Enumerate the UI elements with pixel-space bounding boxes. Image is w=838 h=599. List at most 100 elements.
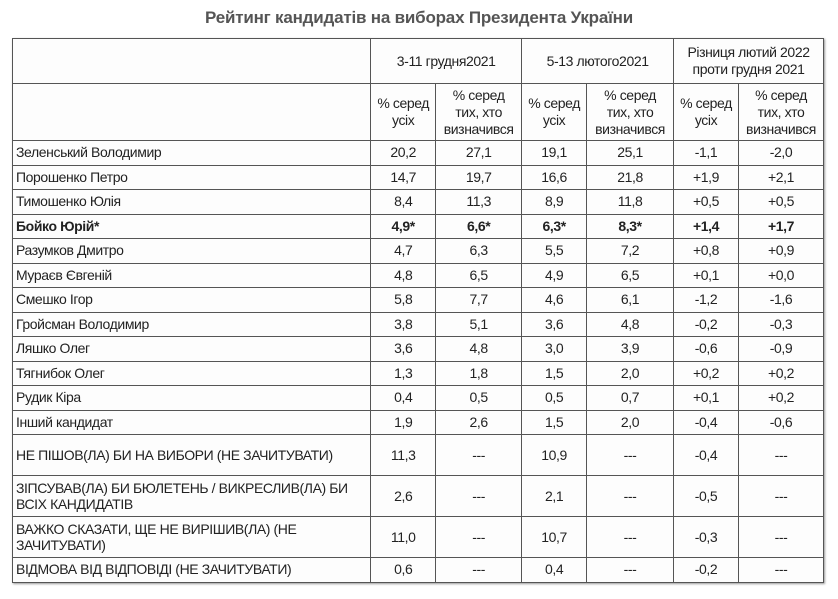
- value-cell: -0,3: [737, 311, 825, 337]
- value-cell: -0,4: [673, 434, 739, 476]
- candidate-name: Бойко Юрій*: [11, 213, 372, 239]
- candidate-name: Гройсман Володимир: [11, 311, 372, 337]
- candidate-name: Ляшко Олег: [11, 336, 372, 362]
- value-cell: 27,1: [435, 140, 523, 166]
- table-row: ВІДМОВА ВІД ВІДПОВІДІ (НЕ ЗАЧИТУВАТИ) 0,6…: [11, 557, 825, 583]
- value-cell: 6,3*: [521, 213, 588, 239]
- value-cell: 2,6: [370, 475, 437, 517]
- value-cell: 5,1: [435, 311, 523, 337]
- candidate-name: Інший кандидат: [11, 409, 372, 435]
- value-cell: -1,1: [673, 140, 739, 166]
- value-cell: 3,6: [521, 311, 588, 337]
- page-title: Рейтинг кандидатів на виборах Президента…: [204, 8, 633, 27]
- table-row: Смешко Ігор 5,8 7,7 4,6 6,1 -1,2 -1,6: [11, 287, 825, 313]
- value-cell: 0,4: [521, 557, 588, 583]
- header-sub: % серед тих, хто визначився: [586, 83, 675, 141]
- candidate-name: Тимошенко Юлія: [11, 189, 372, 215]
- value-cell: 4,8: [370, 262, 437, 288]
- value-cell: ---: [435, 475, 523, 517]
- value-cell: 4,7: [370, 238, 437, 264]
- value-cell: -0,4: [673, 409, 739, 435]
- value-cell: 25,1: [586, 140, 675, 166]
- value-cell: +0,2: [737, 385, 825, 411]
- value-cell: +0,8: [673, 238, 739, 264]
- value-cell: +0,9: [737, 238, 825, 264]
- value-cell: 0,7: [586, 385, 675, 411]
- value-cell: 21,8: [586, 164, 675, 190]
- value-cell: 3,0: [521, 336, 588, 362]
- value-cell: 4,8: [435, 336, 523, 362]
- table-row: НЕ ПІШОВ(ЛА) БИ НА ВИБОРИ (НЕ ЗАЧИТУВАТИ…: [11, 434, 825, 476]
- table-row: Разумков Дмитро 4,7 6,3 5,5 7,2 +0,8 +0,9: [11, 238, 825, 264]
- table-row: ВАЖКО СКАЗАТИ, ЩЕ НЕ ВИРІШИВ(ЛА) (НЕ ЗАЧ…: [11, 516, 825, 558]
- header-empty: [11, 38, 372, 84]
- value-cell: ---: [435, 557, 523, 583]
- value-cell: 10,9: [521, 434, 588, 476]
- value-cell: 0,5: [435, 385, 523, 411]
- value-cell: 5,8: [370, 287, 437, 313]
- table-row: Тимошенко Юлія 8,4 11,3 8,9 11,8 +0,5 +0,5: [11, 189, 825, 215]
- candidate-name: Зеленський Володимир: [11, 140, 372, 166]
- value-cell: 8,3*: [586, 213, 675, 239]
- value-cell: +1,9: [673, 164, 739, 190]
- value-cell: 8,4: [370, 189, 437, 215]
- candidate-name: Мураєв Євгеній: [11, 262, 372, 288]
- value-cell: ---: [586, 434, 675, 476]
- value-cell: 11,3: [435, 189, 523, 215]
- table-row: ЗІПСУВАВ(ЛА) БИ БЮЛЕТЕНЬ / ВИКРЕСЛИВ(ЛА)…: [11, 475, 825, 517]
- value-cell: 3,9: [586, 336, 675, 362]
- candidate-name: Рудик Кіра: [11, 385, 372, 411]
- value-cell: 4,8: [586, 311, 675, 337]
- table-row: Гройсман Володимир 3,8 5,1 3,6 4,8 -0,2 -0,3: [11, 311, 825, 337]
- value-cell: 6,5: [586, 262, 675, 288]
- value-cell: +0,5: [737, 189, 825, 215]
- header-sub: % серед усіх: [521, 83, 588, 141]
- candidate-name: Смешко Ігор: [11, 287, 372, 313]
- value-cell: 1,3: [370, 360, 437, 386]
- value-cell: 1,8: [435, 360, 523, 386]
- value-cell: 2,1: [521, 475, 588, 517]
- candidate-name: Тягнибок Олег: [11, 360, 372, 386]
- value-cell: 8,9: [521, 189, 588, 215]
- candidate-name: Порошенко Петро: [11, 164, 372, 190]
- header-row-sub: % серед усіх % серед тих, хто визначився…: [11, 83, 825, 141]
- value-cell: 4,6: [521, 287, 588, 313]
- header-period-feb: 5-13 лютого2021: [521, 38, 675, 84]
- value-cell: 6,1: [586, 287, 675, 313]
- value-cell: 2,0: [586, 360, 675, 386]
- value-cell: +0,2: [737, 360, 825, 386]
- value-cell: 4,9*: [370, 213, 437, 239]
- candidate-name: ЗІПСУВАВ(ЛА) БИ БЮЛЕТЕНЬ / ВИКРЕСЛИВ(ЛА)…: [11, 475, 372, 517]
- value-cell: 4,9: [521, 262, 588, 288]
- value-cell: -0,2: [673, 557, 739, 583]
- value-cell: -0,2: [673, 311, 739, 337]
- value-cell: ---: [435, 516, 523, 558]
- value-cell: 11,3: [370, 434, 437, 476]
- header-sub: % серед тих, хто визначився: [435, 83, 523, 141]
- value-cell: +0,2: [673, 360, 739, 386]
- table-row: Порошенко Петро 14,7 19,7 16,6 21,8 +1,9 +2,1: [11, 164, 825, 190]
- header-period-diff: Різниця лютий 2022 проти грудня 2021: [673, 38, 824, 84]
- value-cell: 2,6: [435, 409, 523, 435]
- value-cell: 19,1: [521, 140, 588, 166]
- ratings-table: 3-11 грудня2021 5-13 лютого2021 Різниця …: [11, 38, 825, 583]
- value-cell: ---: [586, 516, 675, 558]
- value-cell: ---: [737, 557, 825, 583]
- value-cell: 16,6: [521, 164, 588, 190]
- value-cell: 0,5: [521, 385, 588, 411]
- header-sub: % серед тих, хто визначився: [737, 83, 825, 141]
- table-row: Інший кандидат 1,9 2,6 1,5 2,0 -0,4 -0,6: [11, 409, 825, 435]
- value-cell: +0,1: [673, 262, 739, 288]
- value-cell: 10,7: [521, 516, 588, 558]
- table-row: Тягнибок Олег 1,3 1,8 1,5 2,0 +0,2 +0,2: [11, 360, 825, 386]
- value-cell: +1,4: [673, 213, 739, 239]
- candidate-name: ВАЖКО СКАЗАТИ, ЩЕ НЕ ВИРІШИВ(ЛА) (НЕ ЗАЧ…: [11, 516, 372, 558]
- value-cell: ---: [737, 516, 825, 558]
- value-cell: 3,6: [370, 336, 437, 362]
- value-cell: 19,7: [435, 164, 523, 190]
- value-cell: -0,3: [673, 516, 739, 558]
- value-cell: ---: [586, 475, 675, 517]
- value-cell: +0,5: [673, 189, 739, 215]
- table-row: Бойко Юрій* 4,9* 6,6* 6,3* 8,3* +1,4 +1,7: [11, 213, 825, 239]
- value-cell: 5,5: [521, 238, 588, 264]
